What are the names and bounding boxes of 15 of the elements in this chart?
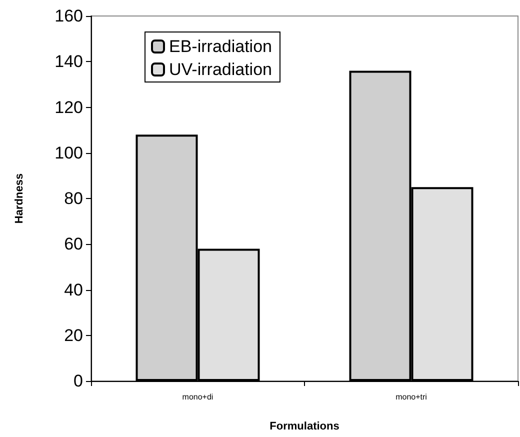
legend-label: EB-irradiation bbox=[169, 37, 272, 56]
x-tick-label: mono+tri bbox=[396, 392, 428, 402]
x-tick-label: mono+di bbox=[182, 392, 214, 402]
y-tick-label: 40 bbox=[64, 280, 83, 300]
y-tick-label: 120 bbox=[54, 98, 83, 117]
y-tick-label: 140 bbox=[54, 52, 83, 72]
y-tick-label: 160 bbox=[54, 6, 83, 26]
y-tick-label: 100 bbox=[54, 143, 83, 162]
y-tick-label: 0 bbox=[74, 372, 83, 390]
x-axis-title: Formulations bbox=[270, 420, 340, 432]
y-tick-label: 80 bbox=[64, 189, 83, 208]
y-axis-title: Hardness bbox=[14, 173, 26, 224]
legend-label: UV-irradiation bbox=[169, 60, 272, 79]
y-tick-label: 60 bbox=[64, 234, 83, 254]
y-tick-label: 20 bbox=[64, 326, 83, 345]
